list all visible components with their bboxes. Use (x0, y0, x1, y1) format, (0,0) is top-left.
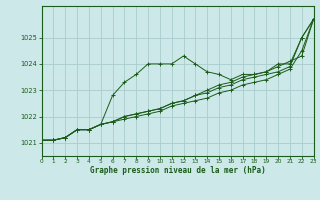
X-axis label: Graphe pression niveau de la mer (hPa): Graphe pression niveau de la mer (hPa) (90, 166, 266, 175)
